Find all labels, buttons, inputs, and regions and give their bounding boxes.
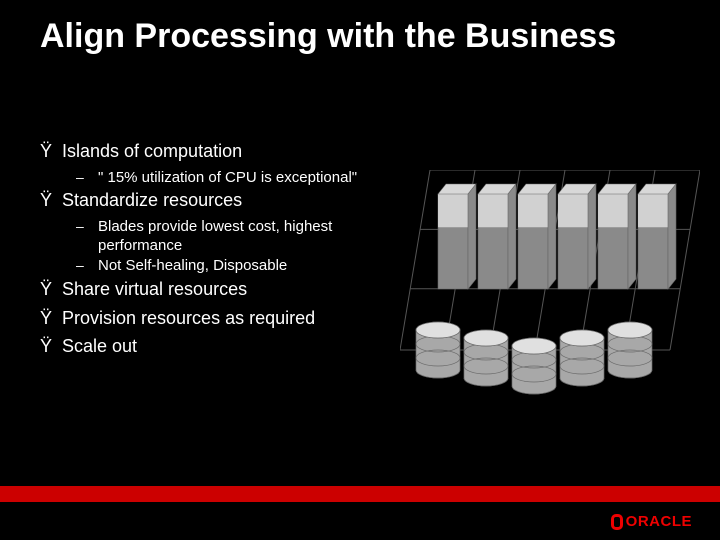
bullet-text: Islands of computation [62,140,242,163]
bullet-level2: – " 15% utilization of CPU is exceptiona… [76,169,400,188]
oracle-logo: ORACLE [611,513,692,530]
bullet-marker: Ÿ [40,190,62,211]
bullet-marker: Ÿ [40,141,62,162]
bullet-text: " 15% utilization of CPU is exceptional" [98,169,357,188]
bullet-level1: Ÿ Islands of computation [40,140,400,163]
bullet-level2: – Blades provide lowest cost, highest pe… [76,218,400,256]
bullet-level1: Ÿ Share virtual resources [40,278,400,301]
bullet-marker: Ÿ [40,308,62,329]
bullet-list: Ÿ Islands of computation – " 15% utiliza… [40,140,400,364]
oracle-logo-text: ORACLE [626,513,692,530]
bullet-marker: – [76,257,98,273]
bullet-text: Standardize resources [62,189,242,212]
footer-stripe [0,486,720,502]
datacenter-graphic [400,170,700,400]
bullet-text: Not Self-healing, Disposable [98,257,287,276]
bullet-marker: – [76,169,98,185]
bullet-marker: Ÿ [40,279,62,300]
bullet-marker: – [76,218,98,234]
bullet-marker: Ÿ [40,336,62,357]
bullet-text: Share virtual resources [62,278,247,301]
bullet-level1: Ÿ Provision resources as required [40,307,400,330]
slide-title: Align Processing with the Business [40,18,680,55]
bullet-text: Provision resources as required [62,307,315,330]
bullet-level1: Ÿ Scale out [40,335,400,358]
oracle-logo-icon [611,514,623,530]
bullet-text: Blades provide lowest cost, highest perf… [98,218,400,256]
bullet-level2: – Not Self-healing, Disposable [76,257,400,276]
bullet-level1: Ÿ Standardize resources [40,189,400,212]
bullet-text: Scale out [62,335,137,358]
